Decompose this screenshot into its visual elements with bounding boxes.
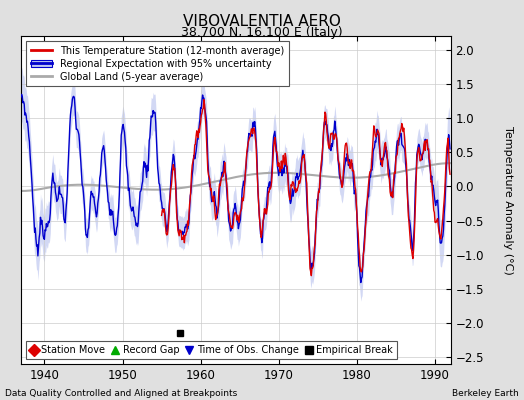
Y-axis label: Temperature Anomaly (°C): Temperature Anomaly (°C) xyxy=(504,126,514,274)
Text: 38.700 N, 16.100 E (Italy): 38.700 N, 16.100 E (Italy) xyxy=(181,26,343,39)
Text: Berkeley Earth: Berkeley Earth xyxy=(452,389,519,398)
Text: Data Quality Controlled and Aligned at Breakpoints: Data Quality Controlled and Aligned at B… xyxy=(5,389,237,398)
Text: VIBOVALENTIA AERO: VIBOVALENTIA AERO xyxy=(183,14,341,29)
Legend: Station Move, Record Gap, Time of Obs. Change, Empirical Break: Station Move, Record Gap, Time of Obs. C… xyxy=(26,341,397,359)
